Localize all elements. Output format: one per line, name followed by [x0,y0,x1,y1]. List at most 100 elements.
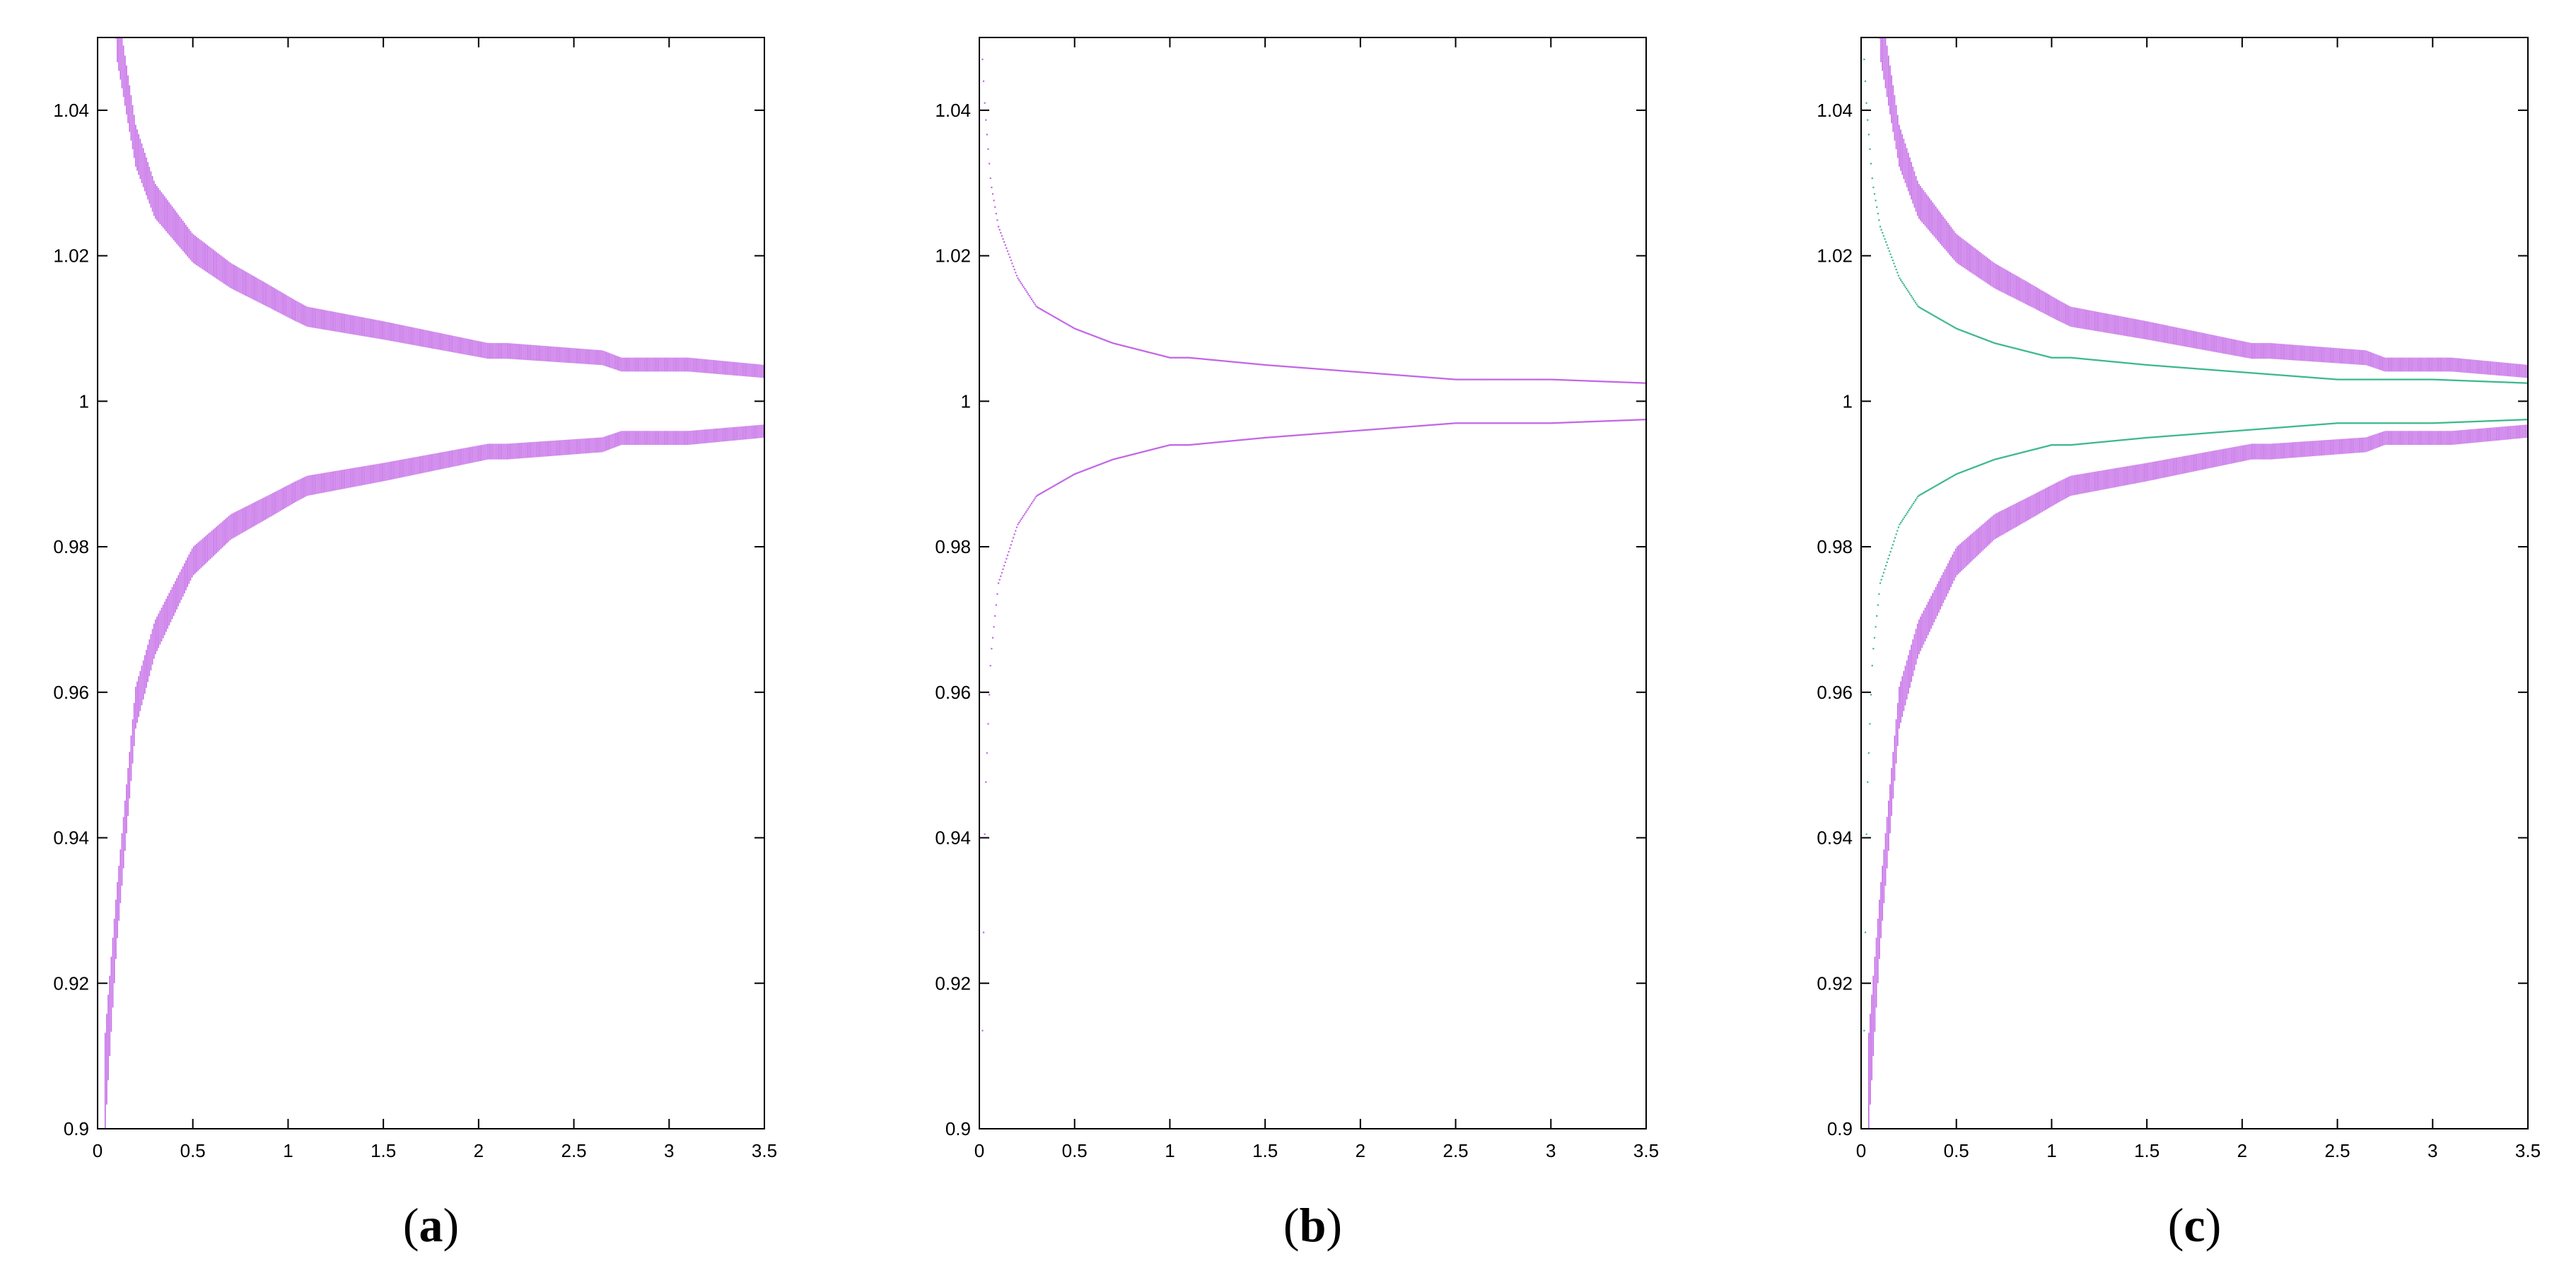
upper-branch-point [2031,352,2034,354]
lower-branch-point [1191,443,1193,446]
lower-branch-point [2446,422,2448,424]
upper-branch-point [1991,341,1993,344]
lower-branch-point [2275,426,2278,429]
lower-branch-point [2106,441,2108,443]
lower-branch-point [1864,931,1867,934]
lower-branch-point [2077,443,2079,446]
lower-branch-point [1464,422,1466,424]
upper-branch-point [2217,369,2220,371]
upper-branch-point [1536,378,1538,381]
lower-branch-point [1098,464,1100,466]
lower-branch-point [1075,472,1078,475]
lower-branch-point [2024,451,2027,453]
upper-branch-point [1897,274,1900,277]
lower-branch-point [1872,648,1875,650]
lower-branch-point [1618,419,1620,422]
lower-branch-point [2213,431,2215,434]
lower-branch-point [1025,511,1027,513]
y-tick-label: 1.02 [1817,245,1853,267]
lower-branch-point [1373,428,1375,431]
upper-branch-point [1546,378,1549,381]
lower-branch-point [1610,419,1612,422]
upper-branch-point [2473,380,2476,382]
lower-branch-point [1310,433,1312,436]
lower-branch-point [1295,434,1297,436]
upper-branch-point [2111,361,2114,363]
lower-branch-point [2191,433,2193,436]
upper-branch-point [1113,342,1115,344]
lower-branch-point [1078,471,1080,473]
upper-branch-point [2510,381,2512,383]
upper-branch-point [1534,378,1536,381]
upper-branch-point [1440,377,1442,380]
lower-branch-point [991,648,993,650]
lower-branch-point [2010,454,2012,457]
upper-branch-point [1964,330,1966,333]
upper-branch-point [1555,378,1558,381]
upper-branch-point [2114,361,2117,363]
upper-branch-point [1106,339,1108,342]
upper-branch-point [2051,356,2053,359]
lower-branch-point [2275,426,2277,429]
lower-branch-point [1252,438,1254,440]
upper-branch-point [2377,378,2379,381]
upper-branch-point [1869,148,1871,150]
upper-branch-point [1091,334,1093,337]
x-tick-label: 0 [974,1140,984,1161]
lower-branch-point [2175,434,2177,436]
lower-branch-point [2145,436,2147,439]
lower-branch-point [2457,421,2460,423]
lower-branch-point [2247,429,2249,431]
upper-branch-point [1090,334,1092,336]
lower-branch-point [1927,489,1930,492]
lower-branch-point [2034,448,2036,451]
lower-branch-point [1423,424,1426,426]
upper-branch-point [2195,368,2197,370]
upper-branch-point [1467,378,1469,381]
lower-branch-point [1562,422,1564,424]
lower-branch-point [2061,444,2063,446]
lower-branch-point [1640,419,1642,421]
upper-branch-point [2173,366,2175,368]
upper-branch-point [1048,313,1050,315]
x-tick-label: 2 [2237,1140,2247,1161]
upper-branch-point [1202,358,1204,360]
lower-branch-point [1635,419,1638,421]
upper-branch-point [2341,378,2343,381]
lower-branch-point [1291,434,1293,437]
lower-branch-point [1949,477,1951,479]
upper-branch-point [2364,378,2366,381]
upper-branch-point [2085,358,2087,360]
upper-branch-point [2382,378,2384,381]
lower-branch-point [2012,454,2014,456]
lower-branch-point [2381,422,2383,424]
upper-branch-point [1066,323,1068,325]
upper-branch-point [1525,378,1527,381]
upper-branch-point [2082,358,2084,360]
lower-branch-point [1406,426,1408,428]
lower-branch-point [2433,422,2436,424]
lower-branch-point [2119,439,2121,441]
upper-branch-point [1870,163,1872,165]
lower-branch-point [2284,426,2286,429]
lower-branch-point [2395,422,2397,424]
lower-branch-point [1351,430,1353,432]
upper-branch-point [1147,351,1149,353]
upper-branch-point [1260,364,1262,366]
lower-branch-point [2324,423,2326,425]
lower-branch-point [1434,424,1436,426]
upper-branch-point [2305,376,2308,378]
x-tick-label: 1 [283,1140,293,1161]
upper-branch-point [2444,379,2446,381]
lower-branch-point [2014,453,2016,455]
lower-branch-point [2043,446,2045,448]
lower-branch-point [1592,420,1594,423]
upper-branch-point [1075,328,1078,330]
lower-branch-point [2401,422,2403,424]
lower-branch-point [1114,458,1117,460]
upper-branch-point [2307,376,2309,378]
lower-branch-point [1330,431,1332,434]
lower-branch-point [1488,422,1490,424]
lower-branch-point [1558,422,1560,424]
upper-branch-point [2251,372,2253,374]
